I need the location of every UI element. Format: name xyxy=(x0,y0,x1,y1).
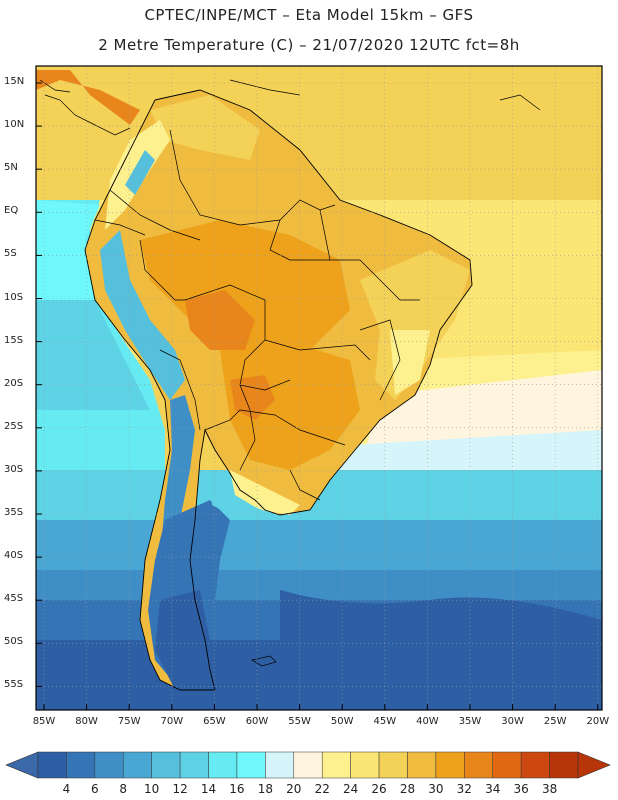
latitude-label: 35S xyxy=(4,507,24,518)
longitude-label: 55W xyxy=(288,716,311,727)
longitude-label: 85W xyxy=(32,716,56,727)
colorbar-label: 6 xyxy=(91,782,99,796)
latitude-label: 5N xyxy=(4,162,18,174)
latitude-label: 20S xyxy=(4,377,24,389)
colorbar-swatch xyxy=(208,751,238,779)
temperature-field xyxy=(36,66,602,710)
colorbar-swatch xyxy=(407,751,437,779)
colorbar-swatch xyxy=(492,751,522,779)
colorbar-label: 10 xyxy=(144,782,160,796)
map-frame xyxy=(35,65,603,711)
colorbar-swatch xyxy=(293,751,323,779)
longitude-label: 45W xyxy=(373,716,397,727)
colorbar-label: 16 xyxy=(229,782,245,796)
colorbar-swatch xyxy=(179,751,209,779)
colorbar-high-arrow xyxy=(577,751,611,779)
colorbar-swatch xyxy=(123,751,152,779)
longitude-label: 75W xyxy=(117,716,141,727)
colorbar-label: 32 xyxy=(456,782,472,796)
longitude-label: 65W xyxy=(203,716,226,727)
map-subtitle: 2 Metre Temperature (C) – 21/07/2020 12U… xyxy=(98,36,520,54)
colorbar-swatch xyxy=(37,751,67,779)
colorbar-label: 36 xyxy=(513,782,529,796)
latitude-label: 15S xyxy=(4,334,24,346)
colorbar-label: 4 xyxy=(62,782,71,796)
colorbar-label: 24 xyxy=(342,782,359,796)
latitude-label: 55S xyxy=(4,679,24,691)
lat-lon-grid xyxy=(36,66,602,710)
colorbar-swatch xyxy=(350,751,380,779)
colorbar-label: 30 xyxy=(428,782,444,796)
colorbar-low-arrow xyxy=(5,751,39,779)
colorbar-swatch xyxy=(94,751,124,779)
longitude-label: 60W xyxy=(245,716,269,727)
colorbar-label: 14 xyxy=(200,782,217,796)
colorbar-label: 22 xyxy=(314,782,330,796)
latitude-label: 10N xyxy=(4,119,25,131)
colorbar-swatch xyxy=(435,751,465,779)
longitude-label: 80W xyxy=(75,716,98,727)
longitude-label: 50W xyxy=(330,716,354,727)
country-borders xyxy=(39,79,541,691)
latitude-label: 15N xyxy=(4,76,25,87)
latitude-label: 45S xyxy=(4,593,24,605)
colorbar-swatch xyxy=(464,751,493,779)
colorbar-label: 12 xyxy=(172,782,188,796)
colorbar-label: 38 xyxy=(541,782,558,796)
longitude-label: 25W xyxy=(543,716,567,727)
colorbar-swatch xyxy=(549,751,579,779)
colorbar-label: 34 xyxy=(485,782,501,796)
colorbar-label: 20 xyxy=(286,782,302,796)
colorbar-swatch xyxy=(378,751,408,779)
colorbar-label: 28 xyxy=(399,782,416,796)
latitude-label: 10S xyxy=(4,291,24,303)
longitude-label: 20W xyxy=(586,716,610,727)
latitude-label: 40S xyxy=(4,550,24,562)
latitude-label: 5S xyxy=(4,248,17,260)
longitude-label: 70W xyxy=(160,716,184,727)
latitude-label: 50S xyxy=(4,636,24,648)
colorbar xyxy=(5,751,611,779)
latitude-label: 25S xyxy=(4,420,24,432)
colorbar-label: 18 xyxy=(257,782,273,796)
colorbar-swatch xyxy=(321,751,351,779)
latitude-label: 30S xyxy=(4,463,24,475)
colorbar-swatch xyxy=(66,751,96,779)
colorbar-swatch xyxy=(236,751,266,779)
latitude-label: EQ xyxy=(4,205,19,217)
longitude-label: 30W xyxy=(501,716,524,727)
longitude-label: 40W xyxy=(416,716,439,727)
colorbar-swatch xyxy=(151,751,181,779)
colorbar-label: 26 xyxy=(371,782,387,796)
longitude-label: 35W xyxy=(458,716,482,727)
map-title: CPTEC/INPE/MCT – Eta Model 15km – GFS xyxy=(144,6,474,24)
colorbar-label: 8 xyxy=(119,782,128,796)
colorbar-swatch xyxy=(265,751,295,779)
colorbar-swatch xyxy=(520,751,550,779)
